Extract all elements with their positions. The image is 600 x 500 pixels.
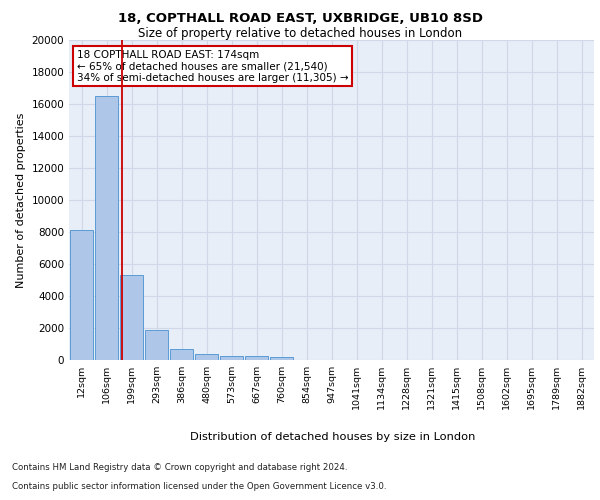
Text: Contains HM Land Registry data © Crown copyright and database right 2024.: Contains HM Land Registry data © Crown c… (12, 464, 347, 472)
Bar (145, 330, 168, 360)
Text: Size of property relative to detached houses in London: Size of property relative to detached ho… (138, 28, 462, 40)
Text: Distribution of detached houses by size in London: Distribution of detached houses by size … (190, 432, 476, 442)
Text: 18, COPTHALL ROAD EAST, UXBRIDGE, UB10 8SD: 18, COPTHALL ROAD EAST, UXBRIDGE, UB10 8… (118, 12, 482, 26)
Y-axis label: Number of detached properties: Number of detached properties (16, 112, 26, 288)
Bar (70, 230, 93, 360)
Bar (195, 354, 218, 360)
Bar (170, 349, 193, 360)
Bar (120, 275, 143, 360)
Bar (270, 358, 293, 360)
Text: 18 COPTHALL ROAD EAST: 174sqm
← 65% of detached houses are smaller (21,540)
34% : 18 COPTHALL ROAD EAST: 174sqm ← 65% of d… (77, 50, 349, 83)
Bar (245, 356, 268, 360)
Bar (220, 356, 243, 360)
Text: Contains public sector information licensed under the Open Government Licence v3: Contains public sector information licen… (12, 482, 386, 491)
Bar (95, 96, 118, 360)
